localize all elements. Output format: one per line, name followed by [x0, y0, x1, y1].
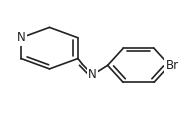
Text: N: N — [17, 31, 25, 44]
Text: Br: Br — [166, 59, 179, 72]
Text: N: N — [88, 68, 97, 81]
